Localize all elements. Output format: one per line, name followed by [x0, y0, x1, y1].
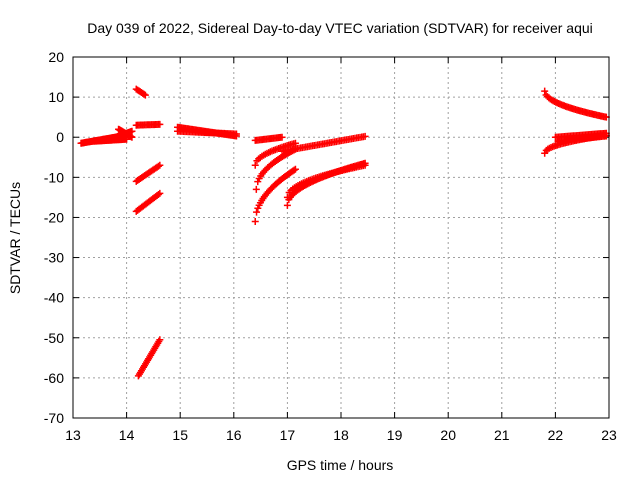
grid — [73, 57, 609, 418]
data-point — [156, 120, 164, 128]
y-axis-label: SDTVAR / TECUs — [7, 182, 23, 294]
data-point — [278, 133, 286, 141]
data-point — [254, 178, 262, 186]
x-tick-label: 23 — [601, 427, 617, 443]
x-tick-label: 21 — [494, 427, 510, 443]
y-tick-label: -20 — [44, 209, 64, 225]
data-point — [154, 162, 162, 170]
data-point — [253, 208, 261, 216]
x-tick-label: 18 — [333, 427, 349, 443]
data-point — [283, 193, 291, 201]
y-tick-label: -40 — [44, 290, 64, 306]
y-tick-label: -70 — [44, 410, 64, 426]
data-point — [141, 91, 149, 99]
x-tick-label: 15 — [172, 427, 188, 443]
data-point — [252, 185, 260, 193]
data-point — [128, 133, 136, 141]
x-tick-label: 13 — [65, 427, 81, 443]
data-point — [154, 190, 162, 198]
x-tick-label: 20 — [440, 427, 456, 443]
data-series-sdtvar — [77, 85, 610, 380]
y-tick-label: 0 — [56, 129, 64, 145]
data-point — [283, 201, 291, 209]
x-tick-label: 22 — [548, 427, 564, 443]
x-tick-label: 19 — [387, 427, 403, 443]
data-point — [140, 90, 148, 98]
data-point — [156, 336, 164, 344]
x-tick-label: 14 — [119, 427, 135, 443]
data-point — [251, 217, 259, 225]
x-axis-ticks: 13 14 15 16 17 18 19 20 21 22 23 — [65, 57, 617, 443]
y-tick-label: 10 — [48, 89, 64, 105]
data-point — [251, 161, 259, 169]
y-tick-label: -60 — [44, 370, 64, 386]
y-axis-ticks: 20 10 0 -10 -20 -30 -40 -50 -60 -70 — [44, 49, 609, 426]
data-point — [545, 144, 553, 152]
x-tick-label: 17 — [280, 427, 296, 443]
data-point — [541, 87, 549, 95]
data-point — [290, 166, 298, 174]
x-tick-label: 16 — [226, 427, 242, 443]
y-tick-label: -10 — [44, 169, 64, 185]
data-point — [361, 132, 369, 140]
data-point — [156, 189, 164, 197]
y-tick-label: -50 — [44, 330, 64, 346]
data-point — [156, 161, 164, 169]
data-point — [361, 161, 369, 169]
plot-frame — [72, 56, 610, 419]
x-axis-label: GPS time / hours — [287, 457, 394, 473]
chart-title: Day 039 of 2022, Sidereal Day-to-day VTE… — [87, 20, 593, 36]
y-tick-label: 20 — [48, 49, 64, 65]
data-point — [291, 165, 299, 173]
y-tick-label: -30 — [44, 250, 64, 266]
data-point — [232, 130, 240, 138]
